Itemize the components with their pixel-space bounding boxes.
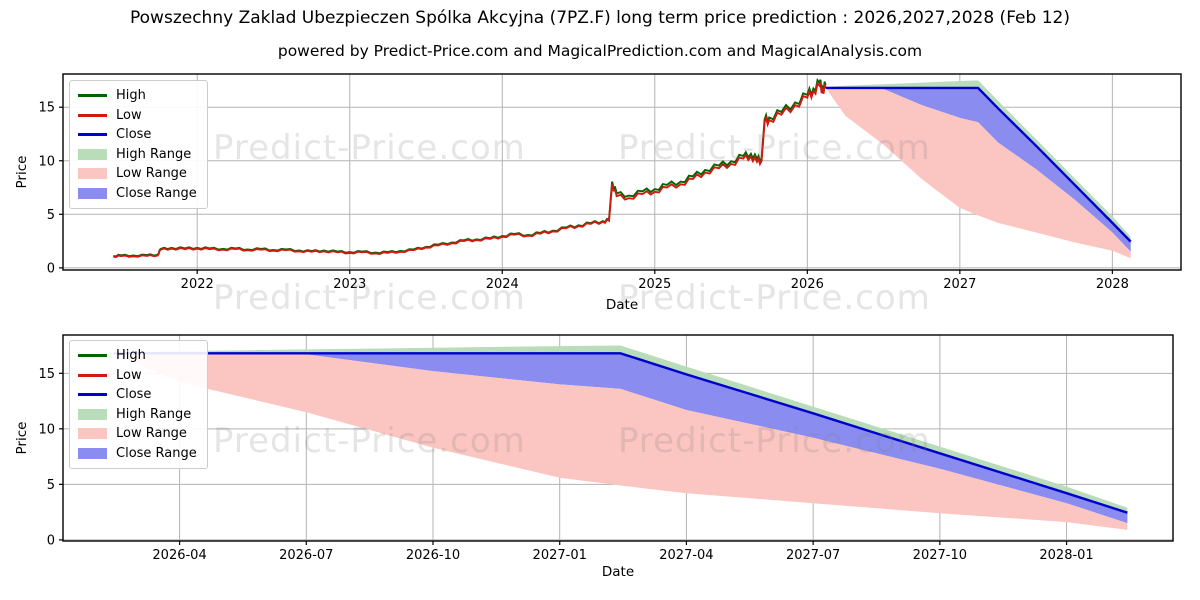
x-tick-label: 2028-01 (1039, 548, 1093, 563)
x-tick-label: 2025 (638, 277, 671, 292)
close-range-band (825, 87, 1131, 252)
plot-border (62, 73, 1182, 271)
x-tick-label: 2027 (943, 277, 976, 292)
y-tick-label: 15 (38, 101, 55, 116)
low-history-line (113, 81, 827, 259)
y-tick-label: 5 (47, 208, 55, 223)
legend-label: Close (116, 387, 152, 402)
chart-subtitle: powered by Predict-Price.com and Magical… (277, 42, 923, 60)
main-chart-legend: High Low Close High Range Low Range Close Ran… (69, 80, 208, 209)
forecast-y-axis-label: Price (14, 421, 30, 455)
forecast-x-axis-label: Date (601, 564, 635, 580)
legend-entry: Low Range (78, 164, 197, 184)
y-tick-label: 5 (47, 478, 55, 493)
legend-entry: Close (78, 125, 197, 145)
legend-swatch-high-range (78, 408, 107, 420)
legend-label: High Range (116, 146, 192, 162)
legend-entry: Close Range (78, 444, 197, 464)
legend-entry: High (78, 86, 197, 106)
y-tick-label: 10 (38, 422, 55, 437)
legend-entry: Close (78, 385, 197, 405)
legend-label: High Range (116, 406, 192, 422)
plot-border (62, 334, 1174, 542)
legend-label: Close (116, 127, 152, 142)
legend-entry: Low (78, 106, 197, 126)
legend-swatch-high (78, 354, 107, 358)
x-tick-label: 2027-04 (659, 548, 713, 563)
close-prediction-line (825, 86, 1132, 243)
legend-swatch-high (78, 94, 107, 98)
legend-swatch-low (78, 113, 107, 117)
legend-swatch-close (78, 133, 107, 137)
legend-label: Low (116, 367, 142, 383)
legend-swatch-low-range (78, 168, 107, 180)
legend-entry: Low Range (78, 424, 197, 444)
y-tick-label: 15 (38, 367, 55, 382)
x-tick-label: 2026-07 (279, 548, 333, 563)
chart-title: Powszechny Zaklad Ubezpieczen Spólka Akc… (130, 8, 1070, 28)
legend-entry: High Range (78, 405, 197, 425)
low-range-band (825, 87, 1131, 259)
legend-label: High (116, 348, 146, 363)
legend-swatch-low-range (78, 428, 107, 440)
legend-label: High (116, 88, 146, 103)
legend-swatch-close (78, 393, 107, 397)
x-tick-label: 2026-04 (152, 548, 206, 563)
x-tick-label: 2024 (486, 277, 519, 292)
legend-label: Close Range (116, 445, 197, 461)
x-tick-label: 2022 (181, 277, 214, 292)
legend-swatch-close-range (78, 187, 107, 199)
low-range-band (113, 353, 1128, 530)
legend-label: Low Range (116, 426, 187, 441)
legend-entry: Low (78, 366, 197, 386)
x-tick-label: 2023 (333, 277, 366, 292)
legend-entry: High Range (78, 145, 197, 165)
legend-label: Low Range (116, 166, 187, 181)
main-y-axis-label: Price (14, 155, 30, 189)
legend-swatch-low (78, 373, 107, 377)
close-range-band (113, 353, 1128, 524)
x-tick-label: 2027-07 (786, 548, 840, 563)
x-tick-label: 2026 (791, 277, 824, 292)
x-tick-label: 2027-01 (533, 548, 587, 563)
legend-label: Close Range (116, 185, 197, 201)
y-tick-label: 0 (47, 533, 55, 548)
legend-entry: High (78, 346, 197, 366)
x-tick-label: 2028 (1096, 277, 1129, 292)
x-tick-label: 2027-10 (913, 548, 967, 563)
x-tick-label: 2026-10 (406, 548, 460, 563)
legend-swatch-high-range (78, 148, 107, 160)
legend-entry: Close Range (78, 184, 197, 204)
legend-label: Low (116, 107, 142, 123)
main-x-axis-label: Date (605, 297, 639, 313)
close-prediction-line (113, 352, 1128, 514)
y-tick-label: 0 (47, 261, 55, 276)
legend-swatch-close-range (78, 447, 107, 459)
forecast-chart-legend: High Low Close High Range Low Range Close Ran… (69, 340, 208, 469)
y-tick-label: 10 (38, 154, 55, 169)
